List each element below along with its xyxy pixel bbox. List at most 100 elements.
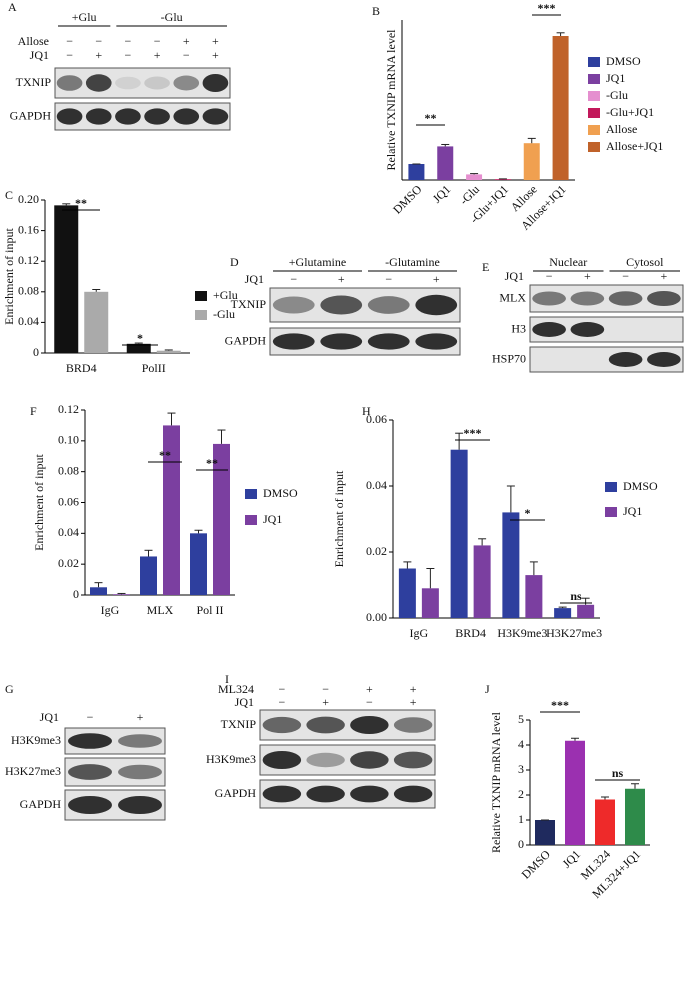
blot-band xyxy=(68,733,112,749)
y-tick-label: 0.12 xyxy=(58,402,79,416)
condition-label: JQ1 xyxy=(505,269,524,283)
significance-label: ** xyxy=(159,448,171,462)
x-tick-label: IgG xyxy=(101,603,120,617)
condition-sign: + xyxy=(154,48,161,62)
blot-band xyxy=(306,752,345,768)
condition-sign: + xyxy=(137,710,144,724)
y-tick-label: 3 xyxy=(518,762,524,776)
panel-label: J xyxy=(485,682,490,696)
row-label: TXNIP xyxy=(16,75,52,89)
blot-band xyxy=(320,295,363,315)
blot-band xyxy=(144,108,170,125)
blot-band xyxy=(570,291,605,306)
blot-band xyxy=(350,785,389,803)
legend-label: JQ1 xyxy=(623,504,642,518)
y-tick-label: 0.20 xyxy=(18,192,39,206)
x-tick-label: H3K9me3 xyxy=(497,626,547,640)
blot-band xyxy=(608,352,643,367)
y-tick-label: 0.02 xyxy=(366,544,387,558)
bar xyxy=(535,820,555,845)
y-axis-label: Enrichment of input xyxy=(332,470,346,567)
condition-sign: − xyxy=(366,695,373,709)
significance-label: * xyxy=(137,331,143,345)
row-label: TXNIP xyxy=(221,717,257,731)
blot-band xyxy=(647,290,681,307)
panel-label: I xyxy=(225,672,229,686)
legend-label: Allose xyxy=(606,122,637,136)
bar xyxy=(437,146,454,180)
panel-label: F xyxy=(30,404,37,418)
row-label: GAPDH xyxy=(215,786,257,800)
condition-label: JQ1 xyxy=(40,710,59,724)
bar xyxy=(450,449,468,618)
condition-sign: + xyxy=(322,695,329,709)
panel-label: H xyxy=(362,404,371,418)
blot-band xyxy=(393,785,433,803)
blot-band xyxy=(68,764,112,780)
significance-label: *** xyxy=(464,426,482,440)
condition-sign: − xyxy=(278,695,285,709)
condition-sign: + xyxy=(433,272,440,286)
significance-label: *** xyxy=(538,1,556,15)
condition-sign: − xyxy=(154,34,161,48)
y-axis-label: Relative TXNIP mRNA level xyxy=(489,711,503,853)
panel-label: A xyxy=(8,0,17,14)
x-tick-label: DMSO xyxy=(519,847,554,882)
x-tick-label: BRD4 xyxy=(66,361,97,375)
condition-sign: − xyxy=(322,682,329,696)
x-tick-label: JQ1 xyxy=(559,847,583,871)
condition-sign: − xyxy=(125,48,132,62)
y-tick-label: 0 xyxy=(73,587,79,601)
condition-sign: + xyxy=(183,34,190,48)
blot-band xyxy=(272,333,315,350)
condition-label: JQ1 xyxy=(30,48,49,62)
condition-sign: + xyxy=(212,48,219,62)
legend-label: Allose+JQ1 xyxy=(606,139,663,153)
legend-label: DMSO xyxy=(263,486,298,500)
bar xyxy=(525,575,543,618)
blot-band xyxy=(415,333,458,350)
row-label: GAPDH xyxy=(225,333,267,347)
legend-label: JQ1 xyxy=(606,71,625,85)
condition-sign: + xyxy=(410,682,417,696)
blot-band xyxy=(56,108,83,125)
row-label: H3K9me3 xyxy=(11,733,61,747)
condition-sign: − xyxy=(546,269,553,283)
blot-band xyxy=(262,751,302,769)
condition-sign: − xyxy=(95,34,102,48)
legend-swatch xyxy=(605,482,617,492)
condition-sign: − xyxy=(278,682,285,696)
blot-band xyxy=(532,291,566,306)
row-label: TXNIP xyxy=(231,297,267,311)
bar xyxy=(552,36,569,180)
bar xyxy=(398,568,416,618)
blot-band xyxy=(367,296,410,314)
y-tick-label: 0 xyxy=(518,837,524,851)
bar xyxy=(595,799,615,845)
y-tick-label: 0.06 xyxy=(366,412,387,426)
y-tick-label: 0.08 xyxy=(58,463,79,477)
blot-band xyxy=(350,716,389,734)
condition-sign: − xyxy=(183,48,190,62)
blot-band xyxy=(350,751,389,769)
condition-sign: − xyxy=(385,272,392,286)
legend-swatch xyxy=(605,507,617,517)
bar xyxy=(213,443,230,595)
blot-band xyxy=(118,734,162,748)
significance-label: ns xyxy=(612,766,624,780)
group-label: -Glu xyxy=(161,10,183,24)
row-label: H3 xyxy=(511,321,526,335)
condition-sign: + xyxy=(338,272,345,286)
bar xyxy=(421,588,439,618)
blot-band xyxy=(647,352,681,367)
x-tick-label: Pol II xyxy=(197,603,224,617)
y-tick-label: 0.06 xyxy=(58,494,79,508)
blot-band xyxy=(144,76,170,90)
condition-sign: − xyxy=(622,269,629,283)
blot-band xyxy=(202,74,229,92)
y-axis-label: Enrichment of input xyxy=(32,454,46,551)
y-tick-label: 0.04 xyxy=(58,525,79,539)
bar xyxy=(90,587,107,595)
bar xyxy=(84,291,109,353)
bar xyxy=(156,350,181,353)
